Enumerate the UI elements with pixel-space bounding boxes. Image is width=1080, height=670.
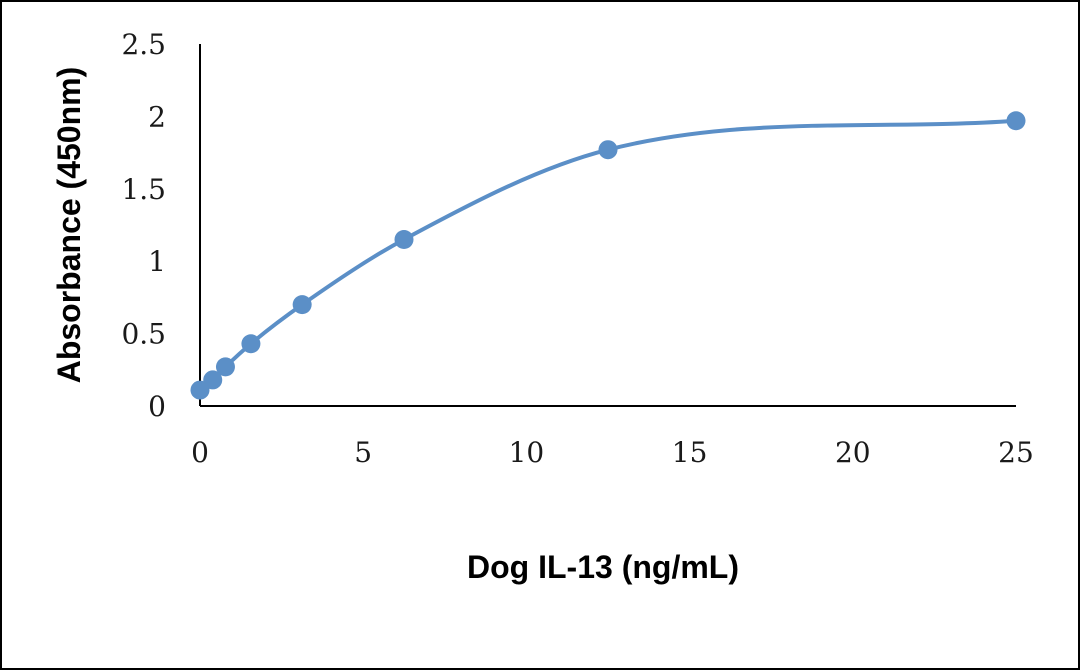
data-point bbox=[394, 229, 414, 249]
series-curve bbox=[198, 118, 1018, 393]
data-point bbox=[215, 357, 235, 377]
x-tick-label: 15 bbox=[672, 436, 708, 469]
data-point bbox=[292, 295, 312, 315]
x-axis-ticks: 0 5 10 15 20 25 bbox=[191, 436, 1034, 469]
series-points bbox=[190, 111, 1026, 400]
data-point bbox=[203, 370, 223, 390]
x-tick-label: 5 bbox=[354, 436, 372, 469]
y-tick-label: 1 bbox=[148, 245, 166, 278]
data-point bbox=[598, 140, 618, 160]
x-tick-label: 10 bbox=[509, 436, 545, 469]
y-tick-label: 2.5 bbox=[121, 28, 166, 61]
data-point bbox=[190, 380, 210, 400]
y-tick-label: 0 bbox=[148, 390, 166, 423]
x-tick-label: 0 bbox=[191, 436, 209, 469]
data-point bbox=[241, 334, 261, 354]
x-tick-label: 25 bbox=[998, 436, 1034, 469]
y-tick-label: 2 bbox=[148, 100, 166, 133]
x-axis-title: Dog IL-13 (ng/mL) bbox=[467, 549, 739, 585]
y-tick-label: 1.5 bbox=[121, 173, 166, 206]
data-point bbox=[1006, 111, 1026, 131]
x-tick-label: 20 bbox=[835, 436, 871, 469]
y-axis-title: Absorbance (450nm) bbox=[51, 67, 87, 384]
y-axis-ticks: 0 0.5 1 1.5 2 2.5 bbox=[121, 28, 166, 423]
y-tick-label: 0.5 bbox=[121, 318, 166, 351]
